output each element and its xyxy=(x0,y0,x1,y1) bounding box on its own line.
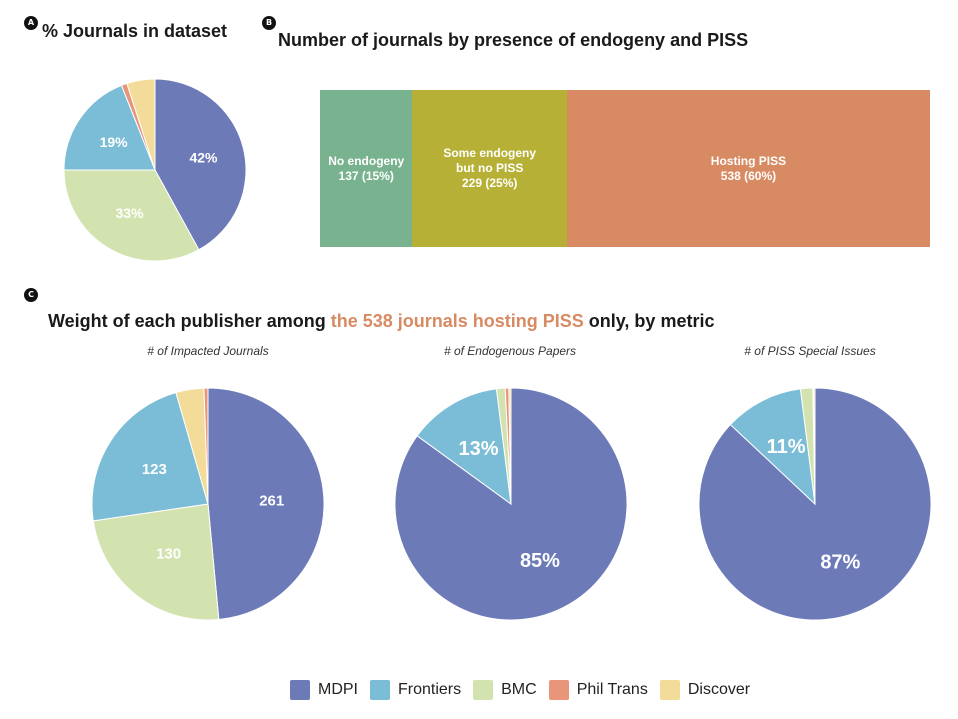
legend-swatch xyxy=(659,680,680,700)
stacked-bar-segment-label: No endogeny 137 (15%) xyxy=(328,154,404,184)
legend-label: BMC xyxy=(501,681,537,698)
pie-label-bmc: 130 xyxy=(156,546,181,563)
stacked-bar-label-line: 137 (15%) xyxy=(338,168,394,183)
pie-slice-bmc xyxy=(63,169,200,262)
stacked-bar-label-line: No endogeny xyxy=(328,153,405,168)
pie-slice-discover xyxy=(813,387,816,505)
legend: MDPI Frontiers BMC Phil Trans Discover xyxy=(290,680,762,700)
pie-slice-frontiers xyxy=(729,388,816,506)
panel-c-badge: C xyxy=(24,288,38,302)
stacked-bar-label-line: Some endogeny xyxy=(443,146,537,160)
legend-item-frontiers: Frontiers xyxy=(370,680,461,700)
pie-label-mdpi: 261 xyxy=(259,493,284,510)
legend-label: Discover xyxy=(687,681,751,698)
legend-label: Phil Trans xyxy=(576,681,648,698)
stacked-bar-segment-label: Some endogeny but no PISS 229 (25%) xyxy=(443,146,536,191)
legend-item-phil-trans: Phil Trans xyxy=(548,680,648,700)
pie-slice-frontiers xyxy=(416,388,512,506)
legend-item-discover: Discover xyxy=(659,680,751,700)
legend-swatch xyxy=(548,680,569,700)
legend-swatch xyxy=(473,680,494,700)
legend-swatch xyxy=(370,680,390,700)
pie-slice-mdpi xyxy=(207,387,325,621)
pie-chart-impacted-journals: 261 130 123 xyxy=(91,387,325,621)
stacked-bar-label-line: 229 (25%) xyxy=(462,176,518,190)
pie-chart-journals-in-dataset: 42% 33% 19% xyxy=(63,78,247,262)
stacked-bar-segment-no-endogeny: No endogeny 137 (15%) xyxy=(320,90,413,247)
pie-label-mdpi: 87% xyxy=(820,552,860,574)
pie-slice-frontiers xyxy=(63,84,156,171)
panel-c-title-prefix: Weight of each publisher among xyxy=(48,311,331,331)
panel-c-title-highlight: the 538 journals hosting PISS xyxy=(330,311,584,331)
panel-b-badge: B xyxy=(262,16,276,30)
pie-chart-endogenous-papers: 85% 13% xyxy=(394,387,628,621)
stacked-bar-segment-some-endogeny: Some endogeny but no PISS 229 (25%) xyxy=(412,90,567,247)
stacked-bar-label-line: 538 (60%) xyxy=(720,168,777,183)
legend-label: MDPI xyxy=(318,681,358,698)
stacked-bar-segment-label: Hosting PISS 538 (60%) xyxy=(711,154,786,184)
pie-chart-piss-special-issues: 87% 11% xyxy=(698,387,932,621)
panel-b-title: Number of journals by presence of endoge… xyxy=(278,30,749,50)
stacked-bar-endogeny-piss: No endogeny 137 (15%) Some endogeny but no … xyxy=(320,90,930,247)
pie-label-frontiers: 13% xyxy=(459,438,499,460)
pie-label-bmc: 33% xyxy=(116,205,145,221)
panel-a-title: % Journals in dataset xyxy=(42,21,228,41)
pie-label-frontiers: 123 xyxy=(142,461,167,478)
stacked-bar-label-line: Hosting PISS xyxy=(710,153,787,168)
panel-c-title: Weight of each publisher among the 538 j… xyxy=(48,311,714,332)
stacked-bar-segment-hosting-piss: Hosting PISS 538 (60%) xyxy=(566,90,930,247)
pie-subtitle-impacted-journals: # of Impacted Journals xyxy=(147,344,269,358)
pie-label-mdpi: 85% xyxy=(520,550,560,572)
legend-swatch xyxy=(290,680,310,700)
pie-slice-mdpi xyxy=(154,78,247,251)
pie-slice-frontiers xyxy=(91,391,209,522)
pie-subtitle-endogenous-papers: # of Endogenous Papers xyxy=(443,344,577,358)
pie-slice-bmc xyxy=(92,503,220,621)
pie-slice-discover xyxy=(126,78,156,171)
panel-a-badge: A xyxy=(24,16,38,30)
pie-label-frontiers: 11% xyxy=(767,436,806,458)
legend-item-bmc: BMC xyxy=(473,680,537,700)
panel-c-title-suffix: only, by metric xyxy=(583,311,715,331)
legend-item-mdpi: MDPI xyxy=(290,680,358,700)
pie-slice-discover xyxy=(508,387,512,505)
pie-label-frontiers: 19% xyxy=(100,134,129,150)
pie-label-mdpi: 42% xyxy=(189,150,218,166)
pie-subtitle-piss-special-issues: # of PISS Special Issues xyxy=(744,344,876,358)
legend-label: Frontiers xyxy=(398,681,462,698)
stacked-bar-label-line: but no PISS xyxy=(456,161,524,175)
pie-slice-phil-trans xyxy=(203,387,209,505)
